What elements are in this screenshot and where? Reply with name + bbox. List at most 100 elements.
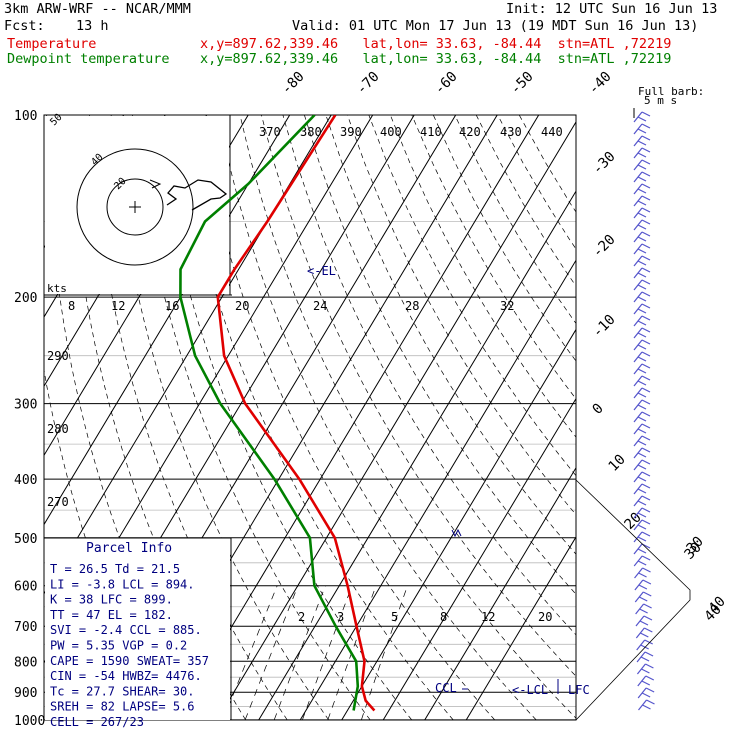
- wind-barb: [633, 171, 651, 183]
- model-title: 3km ARW-WRF -- NCAR/MMM: [4, 1, 191, 17]
- pressure-tick-label: 700: [14, 620, 37, 635]
- wind-barb-flag: [641, 243, 651, 249]
- wind-barb-flag: [641, 303, 651, 309]
- parcel-annotation: CCL: [435, 681, 457, 695]
- wind-barb: [633, 327, 651, 339]
- wind-barb: [633, 267, 651, 279]
- wind-barb-flag: [637, 308, 647, 314]
- wind-barb-flag: [637, 236, 647, 242]
- wind-barb-flag: [644, 651, 654, 657]
- theta-tick-label: 440: [541, 125, 563, 139]
- wind-barb-flag: [637, 128, 647, 134]
- temperature-tick-label: -30: [590, 149, 619, 178]
- parcel-info-row: TT = 47 EL = 182.: [50, 608, 173, 622]
- wind-barb: [633, 387, 651, 399]
- mixing-ratio-label: 12: [481, 610, 495, 624]
- wind-barb-flag: [642, 591, 652, 597]
- wind-barb: [633, 183, 651, 195]
- parcel-info-row: PW = 5.35 VGP = 0.2: [50, 639, 187, 653]
- pressure-tick-label: 300: [14, 398, 37, 413]
- wind-barb-flag: [641, 231, 651, 237]
- wind-barb-flag: [637, 560, 647, 566]
- wind-barb-flag: [639, 620, 649, 626]
- barb-scale-guide: [575, 479, 691, 721]
- wind-barb: [633, 219, 651, 231]
- wind-barb-flag: [637, 140, 647, 146]
- speed-tick-label: 12: [111, 299, 125, 313]
- wind-barb: [633, 399, 651, 411]
- hodograph-ring: [76, 148, 194, 266]
- wind-barb-flag: [637, 212, 647, 218]
- mixing-ratio-label: 3: [337, 610, 344, 624]
- wind-barb-flag: [637, 512, 647, 518]
- wind-barb-flag: [641, 111, 651, 117]
- wind-barb-flag: [641, 680, 651, 686]
- parcel-info: Parcel Info T = 26.5 Td = 21.5LI = -3.8 L…: [44, 537, 232, 729]
- hodograph-background: [45, 116, 229, 294]
- pressure-tick-label: 400: [14, 473, 37, 488]
- wind-barb: [633, 207, 651, 219]
- theta-tick-label: 430: [500, 125, 522, 139]
- wind-barb-flag: [641, 291, 651, 297]
- theta-side-label: 290: [47, 349, 69, 363]
- valid-time: Valid: 01 UTC Mon 17 Jun 13 (19 MDT Sun …: [292, 18, 699, 34]
- wind-barb-flag: [641, 255, 651, 261]
- wind-barb-flag: [637, 164, 647, 170]
- pressure-tick-label: 100: [14, 109, 37, 124]
- wind-barb: [633, 159, 651, 171]
- forecast-hours: 13 h: [76, 18, 109, 34]
- wind-barb: [635, 627, 653, 639]
- wind-barb-flag: [642, 579, 652, 585]
- hodograph-ring: [106, 178, 164, 236]
- wind-barb-flag: [637, 488, 647, 494]
- speed-tick-label: 8: [68, 299, 75, 313]
- wind-barb: [633, 111, 651, 123]
- wind-barb-flag: [637, 416, 647, 422]
- wind-barb-flag: [637, 296, 647, 302]
- barb-legend-units: 5 m s: [644, 94, 677, 107]
- wind-barb-flag: [641, 399, 651, 405]
- dry-adiabat-line: [239, 115, 576, 719]
- parcel-info-row: SREH = 82 LAPSE= 5.6: [50, 700, 195, 714]
- wind-barb-flag: [637, 200, 647, 206]
- wind-barb: [633, 555, 651, 567]
- wind-barb-flag: [641, 219, 651, 225]
- mixing-ratio-label: 5: [391, 610, 398, 624]
- wind-barb: [637, 675, 655, 687]
- wind-barb-flag: [637, 392, 647, 398]
- dewpoint-legend: Dewpoint temperature: [7, 51, 170, 67]
- wind-barb-flag: [641, 135, 651, 141]
- wind-barb: [633, 243, 651, 255]
- wind-barb-flag: [637, 380, 647, 386]
- theta-side-label: 280: [47, 422, 69, 436]
- wind-barb-flag: [641, 447, 651, 453]
- wind-barb-flag: [640, 644, 649, 650]
- wind-barb-flag: [637, 404, 647, 410]
- wind-barb: [633, 291, 651, 303]
- parcel-info-row: CELL = 267/23: [50, 715, 144, 729]
- wind-barb: [633, 459, 651, 471]
- isotherm-line: [299, 259, 576, 720]
- wind-barb: [634, 591, 652, 603]
- temperature-tick-label: -10: [590, 312, 619, 341]
- wind-barb-flag: [639, 608, 648, 614]
- parcel-info-row: LI = -3.8 LCL = 894.: [50, 577, 195, 591]
- isotherm-line: [341, 328, 576, 720]
- wind-barb-flag: [641, 339, 651, 345]
- dry-adiabat-line: [497, 115, 576, 250]
- wind-barb: [634, 579, 652, 591]
- init-time: Init: 12 UTC Sun 16 Jun 13: [506, 1, 718, 17]
- temperature-profile-line: [216, 115, 376, 712]
- wind-barb-flag: [641, 195, 651, 201]
- profile-series: [179, 115, 376, 712]
- wind-barb: [633, 315, 651, 327]
- speed-tick-label: 16: [165, 299, 179, 313]
- wind-barb: [633, 279, 651, 291]
- pressure-tick-label: 200: [14, 291, 37, 306]
- wind-barb-flag: [638, 584, 648, 590]
- hodograph-trace-tail: [149, 179, 162, 189]
- wind-barb-flag: [641, 471, 651, 477]
- wind-barb: [636, 639, 653, 651]
